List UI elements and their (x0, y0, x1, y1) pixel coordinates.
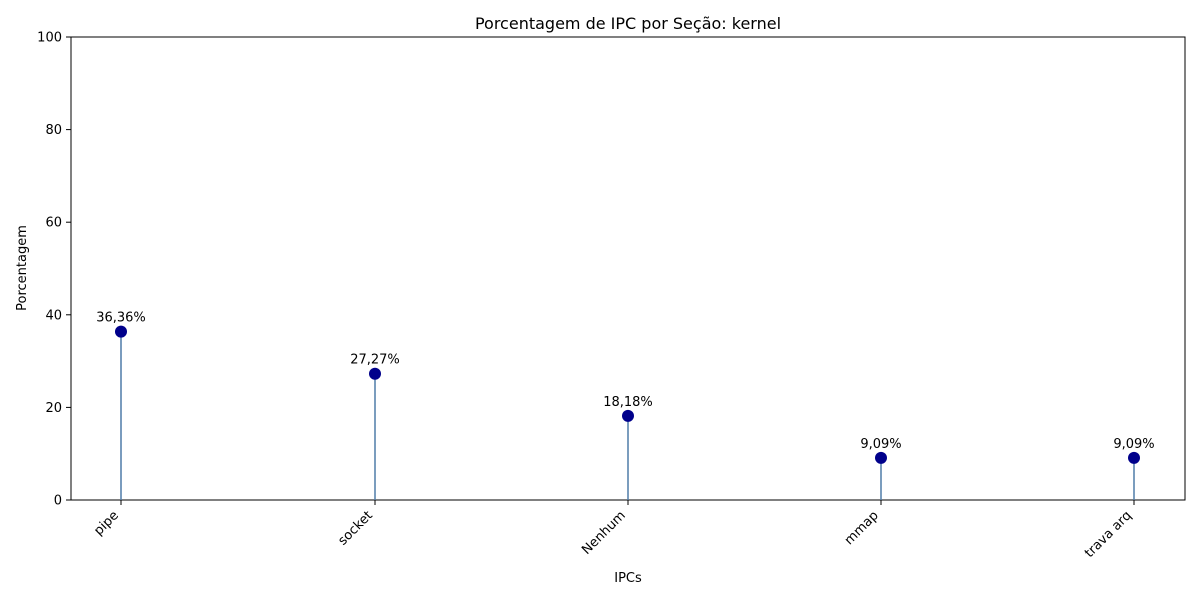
data-label: 9,09% (860, 437, 901, 452)
x-tick-label: socket (335, 508, 375, 548)
chart-title: Porcentagem de IPC por Seção: kernel (475, 14, 781, 33)
x-axis: pipe socket Nenhum mmap trava arq (91, 500, 1135, 561)
data-label: 18,18% (603, 395, 653, 410)
data-marks: 36,36% 27,27% 18,18% 9,09% 9,09% (96, 311, 1155, 500)
data-label: 36,36% (96, 311, 146, 326)
y-tick-label: 100 (37, 31, 62, 46)
x-tick-label: trava arq (1082, 508, 1135, 561)
lollipop-point (875, 451, 887, 464)
y-axis: 0 20 40 60 80 100 (37, 31, 71, 509)
y-tick-label: 80 (45, 123, 62, 138)
data-label: 27,27% (350, 353, 400, 368)
lollipop-point (369, 367, 381, 380)
lollipop-point (1128, 451, 1140, 464)
y-axis-label: Porcentagem (15, 225, 30, 311)
x-axis-label: IPCs (614, 571, 642, 586)
y-tick-label: 0 (54, 494, 62, 509)
x-tick-label: pipe (91, 508, 121, 538)
y-tick-label: 40 (45, 308, 62, 323)
data-label: 9,09% (1113, 437, 1154, 452)
x-tick-label: Nenhum (579, 508, 629, 558)
lollipop-point (115, 325, 127, 338)
y-tick-label: 60 (45, 216, 62, 231)
y-tick-label: 20 (45, 401, 62, 416)
lollipop-point (622, 409, 634, 422)
x-tick-label: mmap (842, 508, 882, 548)
